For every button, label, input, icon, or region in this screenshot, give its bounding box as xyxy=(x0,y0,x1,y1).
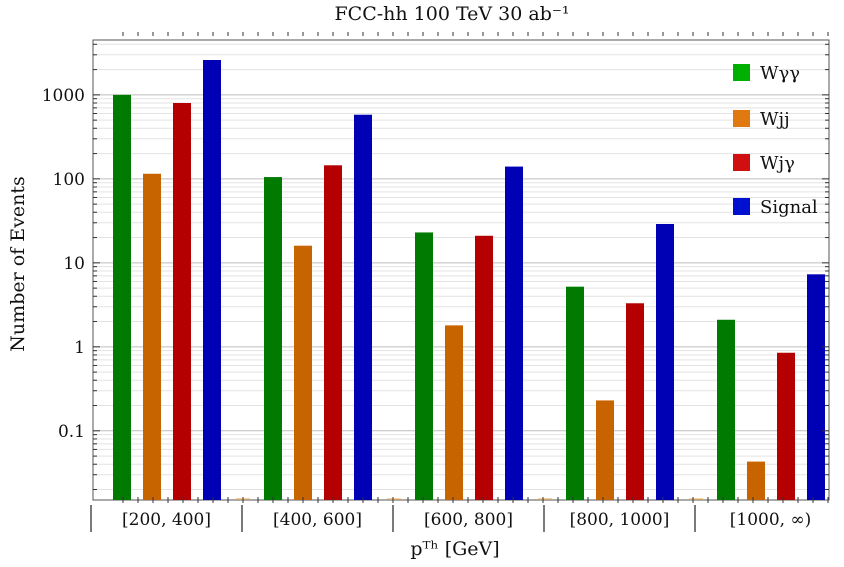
bar xyxy=(173,102,191,501)
bar xyxy=(113,94,131,500)
bar xyxy=(324,165,342,500)
bar xyxy=(475,235,493,501)
bar xyxy=(294,245,312,500)
y-tick-label: 100 xyxy=(53,170,85,190)
y-tick-labels: 0.1 1 10 100 1000 xyxy=(42,86,85,442)
y-tick-label: 1000 xyxy=(42,86,85,106)
legend: Wγγ Wjj Wjγ Signal xyxy=(733,63,818,218)
legend-label-signal: Signal xyxy=(760,197,818,218)
bar xyxy=(777,352,795,500)
bar xyxy=(656,223,674,501)
bar xyxy=(505,166,523,500)
legend-swatch-wjj xyxy=(733,110,750,127)
x-tick-labels: [200, 400] [400, 600] [600, 800] [800, 1000… xyxy=(122,510,811,530)
y-tick-label: 0.1 xyxy=(58,422,85,442)
y-tick-label: 1 xyxy=(74,338,85,358)
legend-swatch-signal xyxy=(733,198,750,215)
legend-label-wgg: Wγγ xyxy=(760,63,800,84)
bar xyxy=(596,400,614,500)
bars xyxy=(113,60,825,501)
bar xyxy=(747,461,765,500)
y-tick-label: 10 xyxy=(63,254,85,274)
bar xyxy=(415,232,433,500)
legend-label-wjj: Wjj xyxy=(760,109,790,130)
bar xyxy=(807,274,825,500)
legend-swatch-wjg xyxy=(733,154,750,171)
bar xyxy=(626,303,644,500)
bar xyxy=(264,177,282,500)
x-tick-label: [1000, ∞) xyxy=(730,510,812,530)
legend-label-wjg: Wjγ xyxy=(760,153,795,174)
legend-swatch-wgg xyxy=(733,64,750,81)
bar xyxy=(203,60,221,500)
bar xyxy=(143,173,161,500)
y-axis-title: Number of Events xyxy=(7,176,29,351)
x-axis-title: pᵀʰ [GeV] xyxy=(410,538,499,560)
x-tick-label: [600, 800] xyxy=(424,510,513,530)
chart-title: FCC-hh 100 TeV 30 ab⁻¹ xyxy=(334,3,569,25)
x-tick-label: [400, 600] xyxy=(273,510,362,530)
bar xyxy=(354,114,372,501)
axis-ticks xyxy=(90,32,829,532)
bar xyxy=(566,286,584,500)
x-tick-label: [200, 400] xyxy=(122,510,211,530)
x-tick-label: [800, 1000] xyxy=(570,510,670,530)
bar xyxy=(717,319,735,500)
bar xyxy=(445,325,463,500)
